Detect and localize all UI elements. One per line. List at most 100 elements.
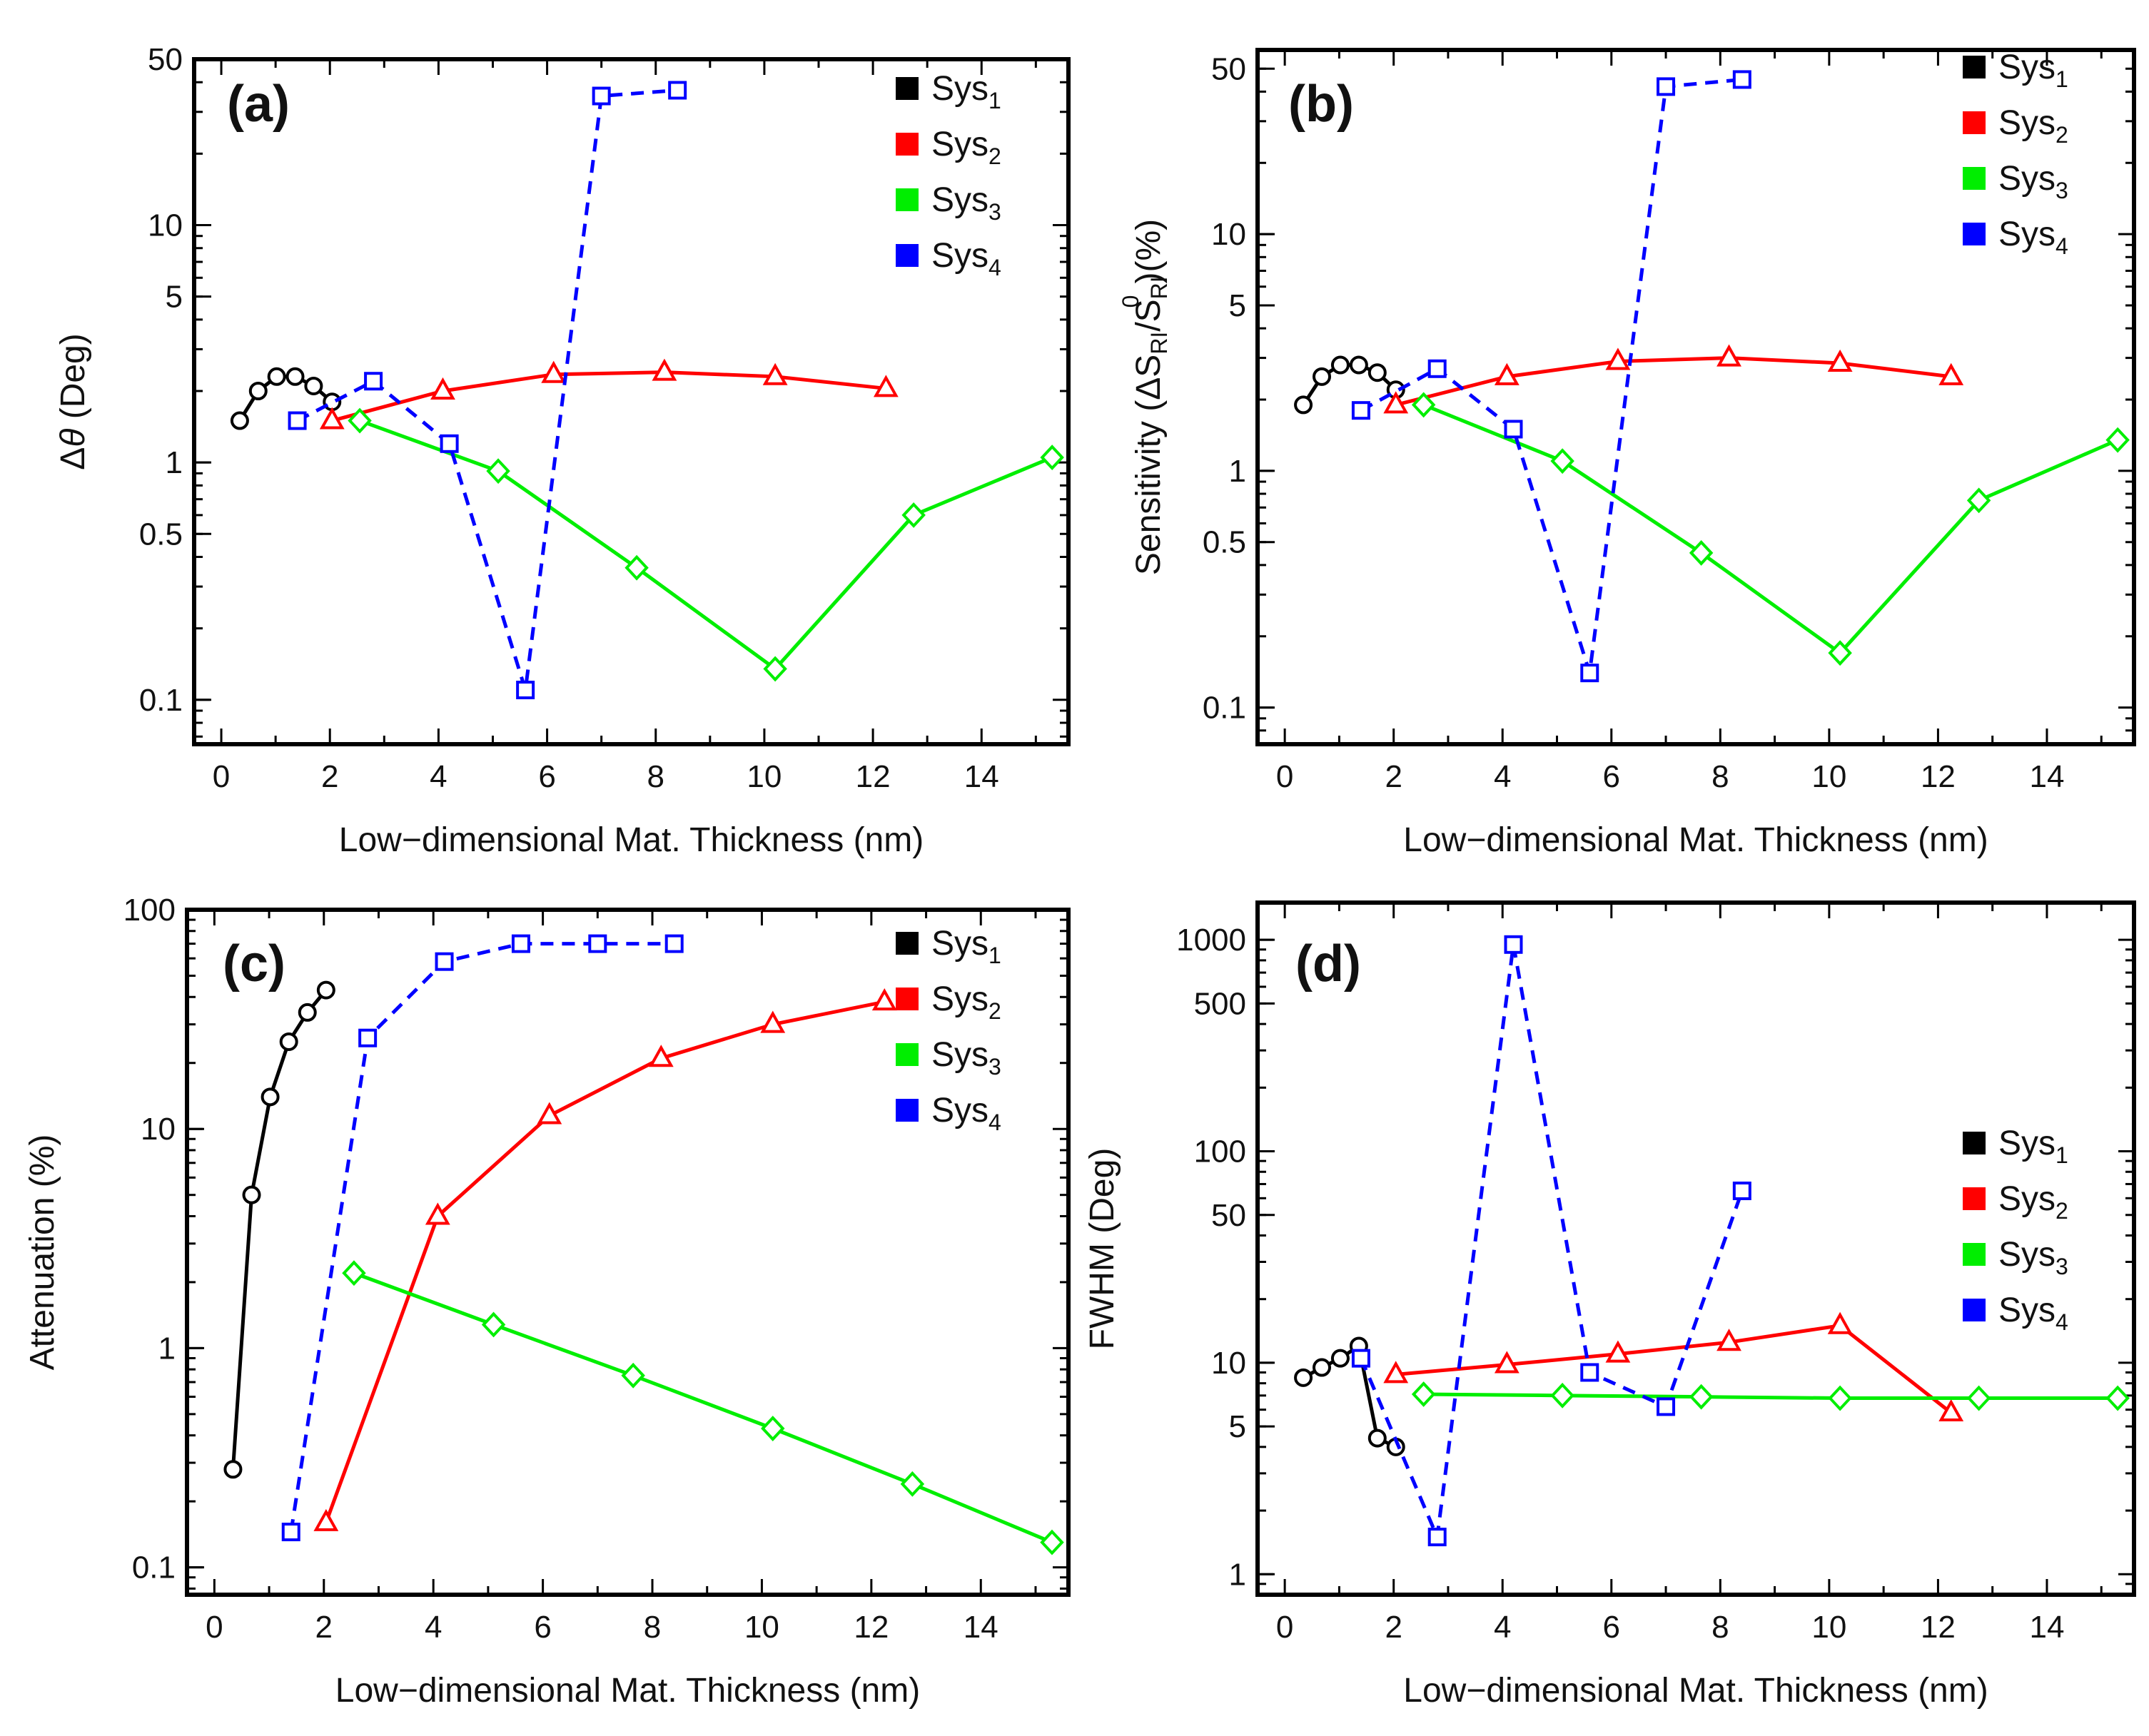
legend-label: Sys3 [931, 181, 1001, 225]
series-line-sys2 [331, 370, 886, 422]
data-point-sys2 [425, 1202, 450, 1225]
x-tick-label: 4 [425, 1610, 442, 1645]
data-point-sys4 [1427, 359, 1447, 378]
legend-swatch [1963, 1299, 1986, 1321]
x-tick-label: 10 [1811, 1610, 1846, 1645]
series-line-sys3 [353, 1271, 1053, 1544]
x-tick-label: 2 [315, 1610, 333, 1645]
legend-label: Sys2 [1998, 1180, 2068, 1224]
plot-frame [1255, 48, 2136, 746]
series-group [223, 934, 1064, 1555]
legend-swatch [1963, 1132, 1986, 1154]
x-tick-label: 0 [1276, 1610, 1293, 1645]
panel-label: (c) [223, 935, 285, 993]
data-point-sys3 [486, 458, 510, 484]
series-line-sys3 [1423, 1392, 2118, 1401]
y-tick-label: 10 [148, 208, 183, 243]
legend-swatch [1963, 223, 1986, 245]
legend: Sys1 Sys2 Sys3 Sys4 [1963, 49, 2068, 259]
x-tick-label: 12 [1921, 759, 1956, 794]
y-tick-label: 1000 [1176, 923, 1246, 958]
data-point-sys1 [1294, 395, 1313, 415]
x-axis-label: Low−dimensional Mat. Thickness (nm) [1403, 1672, 1988, 1710]
legend-swatch [896, 133, 919, 156]
data-point-sys4 [1657, 1397, 1676, 1416]
legend-label: Sys3 [931, 1036, 1001, 1080]
legend-label: Sys1 [931, 925, 1001, 968]
x-tick-label: 2 [1385, 1610, 1402, 1645]
legend-swatch [896, 77, 919, 100]
data-point-sys4 [1580, 664, 1599, 683]
legend-swatch [896, 988, 919, 1010]
y-tick-label: 5 [1229, 288, 1246, 323]
x-axis-label: Low−dimensional Mat. Thickness (nm) [1403, 821, 1988, 859]
series-line-sys3 [359, 419, 1053, 671]
series-group [1294, 70, 2130, 683]
x-tick-label: 6 [534, 1610, 551, 1645]
data-point-sys2 [313, 1508, 339, 1531]
x-tick-label: 8 [644, 1610, 661, 1645]
data-point-sys1 [1313, 1358, 1332, 1377]
legend-swatch [896, 932, 919, 955]
legend-label: Sys3 [1998, 160, 2068, 203]
data-point-sys3 [900, 1471, 925, 1497]
data-point-sys4 [1657, 77, 1676, 96]
data-point-sys4 [511, 934, 530, 953]
legend-swatch [1963, 1243, 1986, 1266]
legend: Sys1 Sys2 Sys3 Sys4 [1963, 1125, 2068, 1335]
y-tick-label: 10 [1211, 217, 1246, 252]
x-tick-label: 10 [1811, 759, 1846, 794]
x-tick-label: 0 [213, 759, 230, 794]
data-point-sys4 [1504, 935, 1523, 954]
legend-label: Sys2 [1998, 104, 2068, 148]
data-point-sys3 [763, 656, 787, 682]
y-tick-label: 50 [148, 42, 183, 77]
y-tick-label: 100 [1194, 1135, 1246, 1169]
y-tick-label: 50 [1211, 1198, 1246, 1233]
data-point-sys2 [871, 988, 897, 1011]
y-tick-label: 100 [123, 893, 176, 928]
legend-swatch [1963, 111, 1986, 134]
data-point-sys2 [1383, 391, 1409, 414]
data-point-sys3 [761, 1416, 785, 1441]
y-tick-label: 1 [166, 445, 183, 480]
x-tick-label: 12 [854, 1610, 889, 1645]
data-point-sys4 [516, 681, 535, 700]
legend-label: Sys1 [1998, 1125, 2068, 1168]
x-tick-label: 6 [1603, 1610, 1620, 1645]
data-point-sys4 [1351, 1349, 1370, 1368]
data-point-sys3 [342, 1260, 366, 1286]
chart-panel-a: 0.1 0.5 1 5 10 50 0 2 4 6 8 10 12 14 Low−dimensional M… [54, 42, 1071, 859]
chart-panel-d: 1 5 10 50 100 500 1000 0 2 4 6 8 10 12 14 Low−dimension… [1083, 900, 2136, 1710]
data-point-sys3 [2105, 1385, 2130, 1411]
data-point-sys1 [298, 1002, 317, 1022]
y-tick-label: 5 [166, 280, 183, 315]
data-point-sys4 [592, 86, 611, 106]
x-tick-label: 14 [2029, 1610, 2064, 1645]
y-tick-label: 50 [1211, 51, 1246, 86]
x-tick-label: 8 [1711, 1610, 1729, 1645]
data-point-sys1 [248, 382, 268, 401]
series-group [230, 81, 1064, 700]
x-tick-label: 2 [321, 759, 338, 794]
y-tick-label: 0.1 [1203, 691, 1246, 726]
x-tick-label: 4 [1494, 1610, 1511, 1645]
y-tick-label: 0.1 [132, 1550, 176, 1585]
legend-label: Sys1 [931, 70, 1001, 113]
y-tick-label: 0.5 [1203, 525, 1246, 560]
data-point-sys3 [1689, 1384, 1714, 1410]
data-point-sys1 [316, 980, 335, 1000]
x-tick-label: 14 [964, 759, 999, 794]
data-point-sys2 [1494, 1351, 1520, 1374]
x-tick-label: 6 [538, 759, 555, 794]
data-point-sys1 [285, 367, 305, 386]
data-point-sys4 [1351, 401, 1370, 420]
data-point-sys2 [1938, 362, 1964, 385]
panel-label: (b) [1288, 76, 1354, 133]
data-point-sys4 [364, 372, 383, 391]
series-line-sys2 [324, 1000, 885, 1523]
data-point-sys2 [1605, 1340, 1631, 1363]
legend-swatch [896, 188, 919, 211]
data-point-sys1 [1349, 355, 1368, 375]
data-point-sys2 [319, 407, 345, 430]
